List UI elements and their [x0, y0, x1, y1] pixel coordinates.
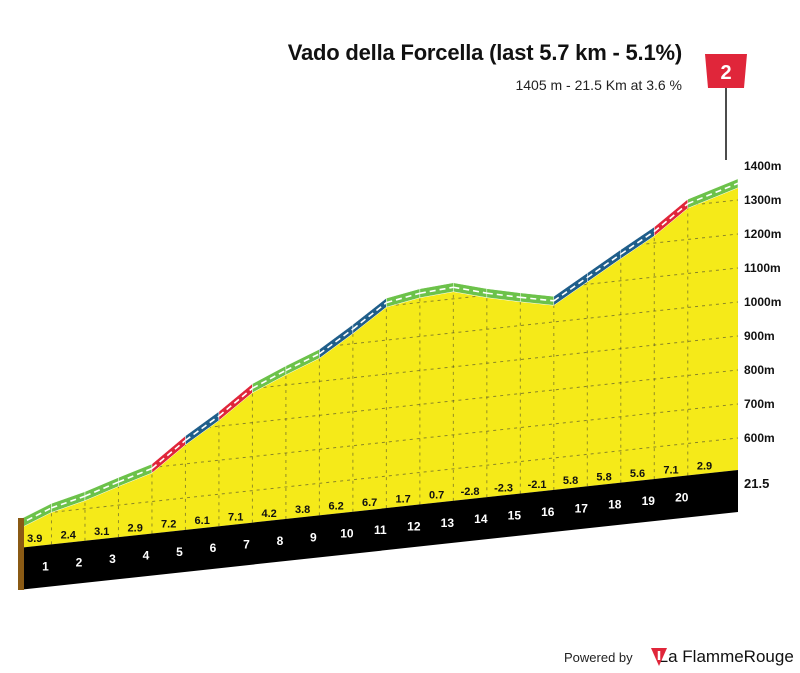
centerline-dash [84, 481, 119, 497]
centerline-dash [386, 292, 421, 304]
y-tick-label: 700m [744, 397, 775, 411]
footer: Powered by La FlammeRouge [564, 647, 794, 667]
centerline-dash [118, 467, 153, 483]
gradient-label: 5.8 [563, 475, 578, 487]
centerline-dash [419, 286, 454, 295]
y-tick-label: 600m [744, 431, 775, 445]
km-label: 9 [310, 530, 317, 544]
flamme-rouge-logo-icon [651, 648, 667, 666]
gradient-label: -2.3 [494, 482, 513, 494]
gradient-label: 7.1 [228, 511, 243, 523]
km-label: 16 [541, 505, 555, 519]
summit-flag: 2 [705, 54, 747, 160]
gradient-label: 2.9 [697, 461, 712, 473]
gradient-label: 7.1 [663, 464, 678, 476]
km-label: 14 [474, 512, 488, 526]
km-label: 8 [277, 534, 284, 548]
brand-name: La FlammeRouge [658, 647, 794, 666]
gradient-label: -2.8 [461, 486, 480, 498]
gradient-label: 6.7 [362, 497, 377, 509]
gradient-label: 2.9 [128, 522, 143, 534]
gradient-segment [687, 178, 739, 209]
grid-line [19, 187, 738, 245]
km-label: 18 [608, 498, 622, 512]
category-badge-label: 2 [720, 62, 731, 84]
gradient-label: 5.6 [630, 468, 645, 480]
gradient-label: 5.8 [596, 472, 611, 484]
grid-line [19, 437, 738, 517]
category-badge [705, 54, 747, 88]
centerline-dash [553, 276, 588, 302]
km-label: 7 [243, 538, 250, 552]
base-strip [18, 470, 738, 590]
centerline-dash [453, 286, 487, 294]
gradient-label: 3.8 [295, 504, 310, 516]
end-distance-label: 21.5 [744, 476, 769, 491]
gradient-label: -2.1 [528, 479, 547, 491]
centerline-dash [218, 387, 253, 417]
gradient-label: 3.1 [94, 526, 109, 538]
km-label: 3 [109, 552, 116, 566]
y-tick-label: 1000m [744, 295, 781, 309]
km-label: 10 [340, 527, 354, 541]
gradient-label: 2.4 [61, 530, 77, 542]
km-label: 19 [642, 494, 656, 508]
centerline-dash [620, 230, 655, 255]
base-bar [18, 470, 738, 590]
centerline-dash [318, 328, 354, 355]
centerline-dash [184, 415, 220, 442]
km-label: 2 [76, 556, 83, 570]
gradient-label: 7.2 [161, 519, 176, 531]
y-tick-label: 800m [744, 363, 775, 377]
km-label: 4 [143, 548, 150, 562]
centerline-dash [486, 292, 521, 299]
centerline-dash [352, 302, 387, 330]
chart-subtitle: 1405 m - 21.5 Km at 3.6 % [515, 77, 682, 93]
powered-by-text: Powered by [564, 649, 633, 665]
centerline-dash [252, 369, 287, 389]
y-tick-label: 1100m [744, 261, 781, 275]
centerline-dash [17, 507, 52, 526]
gradient-label: 0.7 [429, 490, 444, 502]
km-label: 1 [42, 559, 49, 573]
centerline-dash [586, 253, 622, 279]
centerline-dash [653, 203, 689, 233]
gradient-label: 6.1 [195, 515, 210, 527]
km-label: 13 [441, 516, 455, 530]
gradient-label: 6.2 [328, 501, 343, 513]
start-cap [18, 518, 24, 590]
centerline-dash [520, 296, 554, 302]
km-label: 6 [210, 541, 217, 555]
centerline-dash [285, 353, 320, 372]
centerline-dash [51, 495, 86, 509]
km-label: 15 [508, 509, 522, 523]
gradient-bands [17, 178, 739, 530]
gradient-label: 4.2 [262, 508, 277, 520]
km-label: 20 [675, 490, 689, 504]
km-label: 11 [374, 523, 387, 537]
km-label: 12 [407, 519, 421, 533]
km-label: 5 [176, 545, 183, 559]
gradient-label: 3.9 [27, 533, 42, 545]
y-tick-label: 1300m [744, 193, 781, 207]
centerline-dash [687, 182, 739, 205]
y-tick-label: 1400m [744, 159, 781, 173]
y-tick-label: 900m [744, 329, 775, 343]
chart-title: Vado della Forcella (last 5.7 km - 5.1%) [287, 40, 682, 65]
gradient-label: 1.7 [395, 493, 410, 505]
km-label: 17 [575, 501, 589, 515]
centerline-dash [151, 439, 186, 470]
y-tick-label: 1200m [744, 227, 781, 241]
